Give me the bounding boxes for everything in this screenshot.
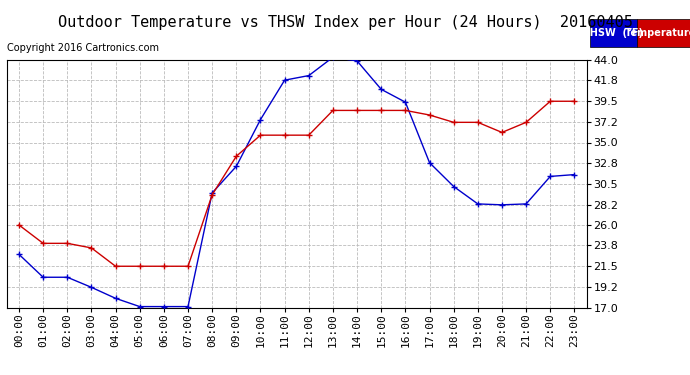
- Text: Outdoor Temperature vs THSW Index per Hour (24 Hours)  20160405: Outdoor Temperature vs THSW Index per Ho…: [57, 15, 633, 30]
- Text: THSW  (°F): THSW (°F): [584, 28, 643, 38]
- Text: Copyright 2016 Cartronics.com: Copyright 2016 Cartronics.com: [7, 43, 159, 53]
- Text: Temperature  (°F): Temperature (°F): [625, 28, 690, 38]
